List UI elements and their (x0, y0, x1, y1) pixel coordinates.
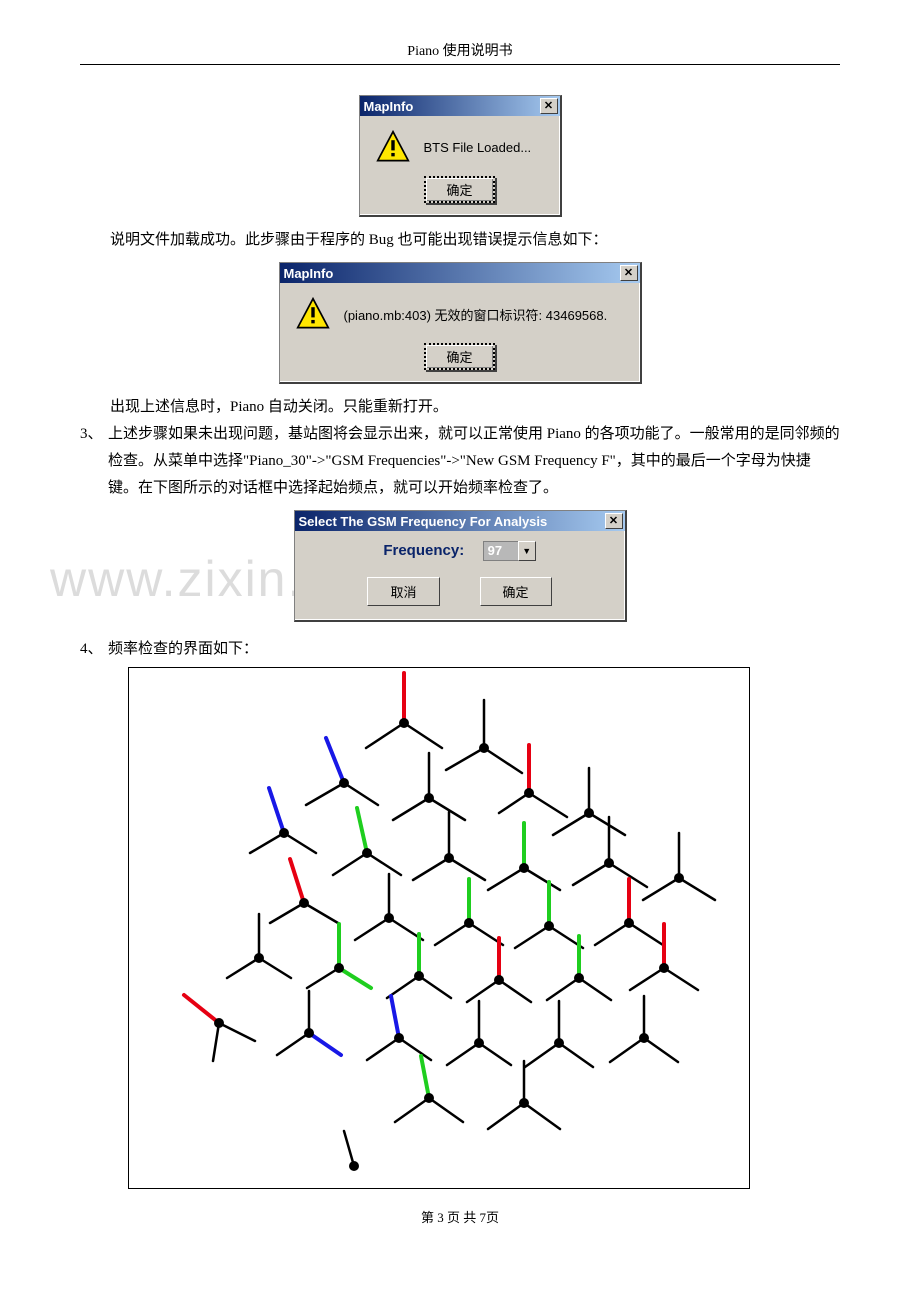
dialog-frequency: Select The GSM Frequency For Analysis ✕ … (294, 510, 627, 622)
close-icon[interactable]: ✕ (620, 265, 638, 281)
page-header: Piano 使用说明书 (80, 40, 840, 65)
dialog2-buttons: 确定 (280, 341, 640, 382)
dialog-bts-loaded: MapInfo ✕ BTS File Loaded... 确定 (359, 95, 562, 217)
dialog1-title: MapInfo (364, 99, 540, 114)
list-body-3: 上述步骤如果未出现问题，基站图将会显示出来，就可以正常使用 Piano 的各项功… (108, 421, 840, 502)
frequency-label: Frequency: (383, 542, 464, 559)
chart-svg (129, 668, 749, 1188)
dialog1-titlebar: MapInfo ✕ (360, 96, 560, 116)
dialog2-titlebar: MapInfo ✕ (280, 263, 640, 283)
ok-button[interactable]: 确定 (424, 176, 494, 203)
dialog2-body: (piano.mb:403) 无效的窗口标识符: 43469568. (280, 283, 640, 341)
warning-icon (296, 297, 330, 331)
close-icon[interactable]: ✕ (605, 513, 623, 529)
ok-button[interactable]: 确定 (480, 577, 552, 606)
list-num-4: 4、 (80, 636, 108, 663)
list-num-3: 3、 (80, 421, 108, 502)
list-body-4: 频率检查的界面如下： (108, 636, 840, 663)
frequency-chart (128, 667, 750, 1189)
dialog-error: MapInfo ✕ (piano.mb:403) 无效的窗口标识符: 43469… (279, 262, 642, 384)
cancel-button[interactable]: 取消 (367, 577, 439, 606)
frequency-value: 97 (483, 541, 518, 561)
list-item-4: 4、 频率检查的界面如下： (80, 636, 840, 663)
dialog3-body: Frequency: 97 ▼ (295, 531, 625, 567)
close-icon[interactable]: ✕ (540, 98, 558, 114)
frequency-select[interactable]: 97 ▼ (483, 541, 536, 561)
ok-button[interactable]: 确定 (424, 343, 494, 370)
para-after-dialog2: 出现上述信息时，Piano 自动关闭。只能重新打开。 (80, 394, 840, 421)
para-after-dialog1: 说明文件加载成功。此步骤由于程序的 Bug 也可能出现错误提示信息如下： (80, 227, 840, 254)
warning-icon (376, 130, 410, 164)
page: Piano 使用说明书 MapInfo ✕ BTS File Loaded...… (0, 0, 920, 1256)
page-footer: 第 3 页 共 7页 (80, 1207, 840, 1226)
dialog2-msg: (piano.mb:403) 无效的窗口标识符: 43469568. (344, 305, 608, 324)
dialog1-body: BTS File Loaded... (360, 116, 560, 174)
dialog1-buttons: 确定 (360, 174, 560, 215)
dialog3-titlebar: Select The GSM Frequency For Analysis ✕ (295, 511, 625, 531)
list-item-3: 3、 上述步骤如果未出现问题，基站图将会显示出来，就可以正常使用 Piano 的… (80, 421, 840, 502)
dialog3-buttons: 取消 确定 (295, 567, 625, 620)
dialog1-msg: BTS File Loaded... (424, 140, 532, 155)
dialog2-title: MapInfo (284, 266, 620, 281)
chevron-down-icon[interactable]: ▼ (518, 541, 536, 561)
dialog3-title: Select The GSM Frequency For Analysis (299, 514, 605, 529)
